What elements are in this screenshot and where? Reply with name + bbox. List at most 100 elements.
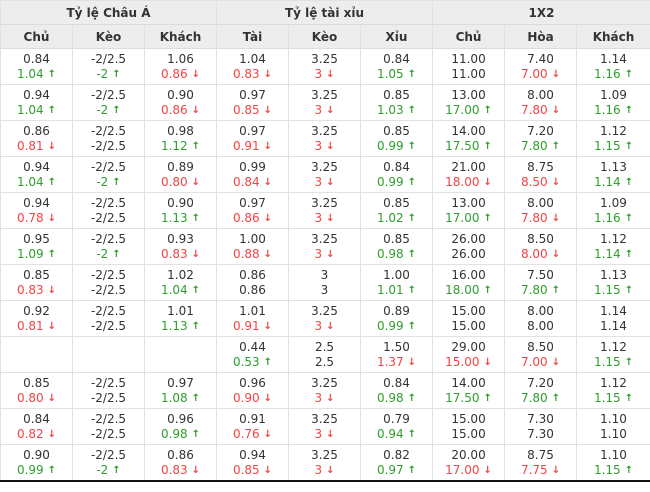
odds-cell: 0.84 — [359, 48, 433, 67]
column-header-over: Tài — [216, 24, 289, 49]
odds-value: 0.86 — [160, 103, 188, 118]
odds-value: 1.04 — [160, 283, 188, 298]
odds-cell: 20.00 — [432, 444, 505, 463]
odds-value: 1.02 — [167, 267, 194, 282]
odds-value: 1.08 — [160, 391, 188, 406]
down-arrow-icon: ↓ — [551, 357, 561, 369]
odds-value: 3 — [314, 103, 323, 118]
odds-cell: 0.91 — [216, 408, 289, 427]
odds-value: -2/2.5 — [90, 283, 127, 298]
odds-cell: 1.10 — [576, 444, 650, 463]
odds-cell: -2/2.5 — [72, 84, 145, 103]
down-arrow-icon: ↓ — [263, 177, 273, 189]
odds-value: 3.25 — [311, 231, 338, 246]
odds-cell: 3.25 — [288, 408, 361, 427]
odds-cell: 0.76 ↓ — [216, 426, 289, 445]
odds-value: 1.15 — [593, 391, 621, 406]
odds-cell: 1.13 ↑ — [144, 210, 217, 229]
down-arrow-icon: ↓ — [326, 465, 335, 476]
column-header-handicap: Kèo — [72, 24, 145, 49]
odds-value: 1.37 — [376, 355, 404, 370]
column-header-1x2-home: Chủ — [432, 24, 505, 49]
odds-table: Tỷ lệ Châu Á Tỷ lệ tài xỉu 1X2 Chủ Kèo K… — [0, 0, 650, 482]
odds-value: 15.00 — [451, 427, 486, 442]
column-header-draw: Hòa — [504, 24, 577, 49]
odds-value: 15.00 — [451, 411, 486, 426]
odds-value: 3 — [314, 391, 323, 406]
odds-value: 0.85 — [383, 231, 410, 246]
down-arrow-icon: ↓ — [263, 393, 273, 405]
odds-value: 26.00 — [451, 247, 486, 262]
odds-value: 1.09 — [16, 247, 44, 262]
odds-value: 3 — [320, 267, 329, 282]
odds-value: 3.25 — [311, 87, 338, 102]
up-arrow-icon: ↑ — [483, 105, 492, 117]
odds-cell: 8.75 — [504, 444, 577, 463]
odds-cell: 0.85 ↓ — [216, 102, 289, 121]
odds-cell: 26.00 — [432, 228, 505, 247]
odds-value: 1.12 — [600, 375, 627, 390]
odds-cell — [1, 355, 73, 373]
odds-row: 0.90 -2/2.5 0.86 0.94 3.25 0.82 20.00 8.75 1.10 — [0, 444, 650, 463]
odds-value: 1.12 — [600, 123, 627, 138]
odds-cell: 1.01 ↑ — [359, 282, 433, 301]
odds-value: 7.30 — [527, 427, 554, 442]
down-arrow-icon: ↓ — [47, 285, 57, 297]
odds-value: 0.80 — [160, 175, 188, 190]
odds-cell: 3.25 — [288, 192, 361, 211]
odds-cell: 11.00 — [432, 48, 505, 67]
down-arrow-icon: ↓ — [551, 69, 561, 81]
odds-cell: 0.90 — [0, 444, 73, 463]
up-arrow-icon: ↑ — [483, 213, 492, 225]
up-arrow-icon: ↑ — [624, 105, 634, 117]
odds-row: 0.99 ↑ -2 ↑ 0.83 ↓ 0.85 ↓ 3 ↓ 0.97 ↑ 17.00 ↓ 7.75 ↓ 1.15… — [0, 462, 650, 481]
up-arrow-icon: ↑ — [624, 177, 634, 189]
odds-cell: 0.84 ↓ — [216, 174, 289, 193]
odds-value: 0.99 — [16, 463, 44, 477]
odds-value: 1.15 — [593, 355, 621, 370]
down-arrow-icon: ↓ — [263, 69, 273, 81]
odds-value: 7.00 — [520, 355, 548, 370]
odds-cell: 0.86 ↓ — [144, 66, 217, 85]
up-arrow-icon: ↑ — [407, 69, 417, 81]
odds-cell: 7.00 ↓ — [504, 354, 577, 373]
odds-cell: 0.85 — [359, 84, 433, 103]
odds-value: -2/2.5 — [90, 303, 127, 318]
odds-value: 0.98 — [160, 427, 188, 442]
down-arrow-icon: ↓ — [191, 69, 201, 81]
odds-value: -2/2.5 — [90, 267, 127, 282]
odds-value: 0.97 — [376, 463, 404, 477]
odds-value: 0.89 — [167, 159, 194, 174]
odds-value: 1.10 — [600, 427, 627, 442]
odds-cell: 1.14 — [576, 48, 650, 67]
odds-value: 0.91 — [239, 411, 266, 426]
odds-value: 7.20 — [527, 123, 554, 138]
odds-cell: -2 ↑ — [72, 246, 145, 265]
odds-value: 0.84 — [232, 175, 260, 190]
odds-cell: 7.20 — [504, 372, 577, 391]
odds-value: 29.00 — [451, 339, 486, 354]
odds-value: 1.13 — [600, 267, 627, 282]
odds-cell: 14.00 — [432, 120, 505, 139]
odds-value: 1.04 — [239, 51, 266, 66]
odds-value: 0.82 — [16, 427, 44, 442]
odds-cell: 14.00 — [432, 372, 505, 391]
up-arrow-icon: ↑ — [624, 285, 634, 297]
odds-row: 1.04 ↑ -2 ↑ 0.86 ↓ 0.85 ↓ 3 ↓ 1.03 ↑ 17.00 ↑ 7.80 ↓ 1.16… — [0, 102, 650, 121]
odds-cell: 1.50 — [359, 336, 433, 355]
odds-row: 1.04 ↑ -2 ↑ 0.86 ↓ 0.83 ↓ 3 ↓ 1.05 ↑ 11.00 7.00 ↓ 1.16 ↑ — [0, 66, 650, 85]
odds-cell: 0.94 ↑ — [359, 426, 433, 445]
odds-value: -2/2.5 — [90, 391, 127, 406]
odds-value: 0.97 — [239, 123, 266, 138]
odds-cell: 0.84 — [0, 48, 73, 67]
odds-value: 0.85 — [383, 195, 410, 210]
odds-row: 0.92 -2/2.5 1.01 1.01 3.25 0.89 15.00 8.00 1.14 — [0, 300, 650, 319]
up-arrow-icon: ↑ — [624, 249, 634, 261]
odds-cell: -2/2.5 — [72, 300, 145, 319]
odds-value: 0.83 — [160, 247, 188, 262]
odds-row: 0.81 ↓ -2/2.5 1.12 ↑ 0.91 ↓ 3 ↓ 0.99 ↑ 17.50 ↑ 7.80 ↑ 1… — [0, 138, 650, 157]
odds-value: -2 — [96, 247, 109, 262]
odds-cell: 13.00 — [432, 192, 505, 211]
odds-cell: 0.90 — [144, 192, 217, 211]
